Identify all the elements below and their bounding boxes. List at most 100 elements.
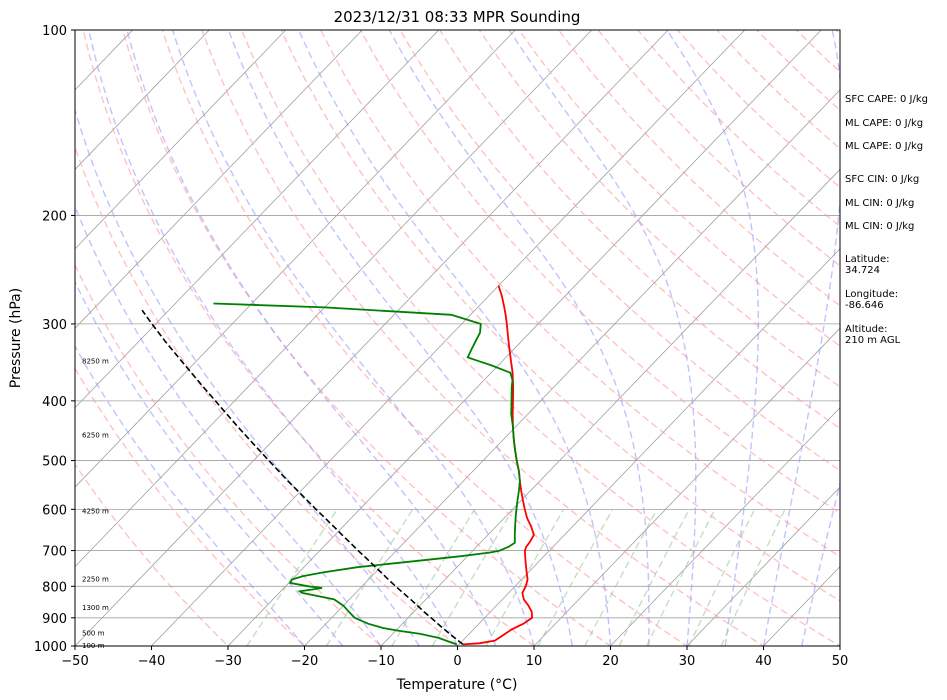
- moist-adiabat: [75, 107, 420, 646]
- isotherm-line: [75, 30, 592, 568]
- y-tick-label: 800: [42, 580, 67, 595]
- y-axis: 100 200 300 400 500 600 700 800 900 1000: [34, 24, 75, 655]
- stat-item: ML CAPE: 0 J/kg: [845, 141, 923, 152]
- stat-line: ML CAPE: 0 J/kg: [845, 118, 923, 129]
- x-tick-label: −20: [291, 654, 318, 669]
- x-tick-label: 10: [526, 654, 543, 669]
- x-axis-label: Temperature (°C): [396, 677, 518, 693]
- y-tick-label: 700: [42, 545, 67, 560]
- stat-line: Longitude:: [845, 289, 898, 300]
- x-tick-label: −30: [214, 654, 241, 669]
- dry-adiabat: [75, 145, 459, 646]
- dry-adiabat: [320, 30, 840, 558]
- y-tick-label: 600: [42, 503, 67, 518]
- mixing-ratio-line: [246, 508, 338, 646]
- x-axis: −50 −40 −30 −20 −10 0 10 20 30 40 50: [61, 646, 848, 669]
- mixing-ratio-line: [391, 508, 476, 646]
- moist-adiabat: [126, 30, 497, 646]
- isotherm-line: [227, 30, 822, 646]
- mixing-ratio-line: [618, 508, 690, 646]
- isotherm-line: [686, 486, 840, 646]
- stat-line: -86.646: [845, 300, 884, 311]
- dry-adiabat: [518, 30, 840, 347]
- height-label: 8250 m: [82, 357, 109, 365]
- moist-adiabat: [88, 30, 459, 646]
- mixing-ratio-line: [688, 508, 756, 646]
- height-label: 500 m: [82, 630, 105, 638]
- x-tick-label: −40: [138, 654, 165, 669]
- stat-item: ML CIN: 0 J/kg: [845, 198, 914, 209]
- stat-line: 210 m AGL: [845, 335, 901, 346]
- stat-line: Altitude:: [845, 324, 887, 335]
- height-label: 6250 m: [82, 431, 109, 439]
- height-label: 4250 m: [82, 508, 109, 516]
- data-series: [141, 285, 535, 646]
- isotherm-line: [380, 168, 840, 646]
- dry-adiabat: [161, 30, 689, 646]
- chart-title: 2023/12/31 08:33 MPR Sounding: [334, 8, 581, 26]
- stat-line: Latitude:: [845, 254, 890, 265]
- y-tick-label: 500: [42, 455, 67, 470]
- isotherm-line: [610, 407, 840, 646]
- x-tick-label: 0: [453, 654, 461, 669]
- dry-adiabat: [439, 30, 840, 430]
- stat-item: Altitude: 210 m AGL: [845, 324, 901, 346]
- stat-item: SFC CAPE: 0 J/kg: [845, 94, 928, 105]
- stat-line: ML CAPE: 0 J/kg: [845, 141, 923, 152]
- stat-line: ML CIN: 0 J/kg: [845, 221, 914, 232]
- isotherm-line: [75, 30, 439, 409]
- stat-item: SFC CIN: 0 J/kg: [845, 174, 919, 185]
- isotherm-line: [304, 89, 840, 646]
- mixing-ratio-line: [645, 508, 716, 646]
- height-label: 1300 m: [82, 604, 109, 612]
- stat-line: SFC CIN: 0 J/kg: [845, 174, 919, 185]
- x-tick-label: 20: [602, 654, 619, 669]
- mixing-ratio-line: [584, 508, 658, 646]
- moist-adiabat: [298, 30, 612, 646]
- dry-adiabat: [201, 30, 765, 646]
- dry-adiabat: [122, 30, 612, 646]
- moist-adiabat: [388, 30, 650, 646]
- moist-adiabat: [75, 204, 382, 646]
- background-lines: [75, 30, 840, 646]
- moist-adiabat: [801, 481, 840, 646]
- dry-adiabat: [280, 30, 840, 602]
- dry-adiabat: [240, 30, 840, 646]
- isotherm-line: [457, 248, 840, 646]
- mixing-ratio-line: [431, 508, 514, 646]
- stat-item: ML CIN: 0 J/kg: [845, 221, 914, 232]
- dewpoint-profile: [213, 302, 521, 646]
- isotherm-line: [75, 30, 669, 646]
- moist-adiabat: [762, 30, 840, 646]
- moist-adiabat: [75, 344, 306, 646]
- dry-adiabat: [478, 30, 840, 388]
- y-axis-label: Pressure (hPa): [8, 288, 24, 388]
- isotherm-line: [75, 30, 363, 329]
- stat-item: Longitude: -86.646: [845, 289, 898, 311]
- y-tick-label: 1000: [34, 640, 67, 655]
- x-tick-label: 30: [679, 654, 696, 669]
- isotherm-line: [75, 30, 286, 250]
- stat-item: ML CAPE: 0 J/kg: [845, 118, 923, 129]
- dry-adiabat: [558, 30, 840, 307]
- stats-panel: SFC CAPE: 0 J/kg ML CAPE: 0 J/kg ML CAPE: …: [845, 94, 928, 346]
- x-tick-label: 50: [832, 654, 849, 669]
- mixing-ratio-line: [325, 508, 414, 646]
- y-tick-label: 900: [42, 612, 67, 627]
- stat-line: 34.724: [845, 265, 880, 276]
- y-tick-label: 300: [42, 318, 67, 333]
- y-tick-label: 400: [42, 395, 67, 410]
- y-tick-label: 100: [42, 24, 67, 39]
- isotherm-line: [75, 30, 516, 488]
- mixing-ratio-line: [485, 508, 565, 646]
- x-tick-label: −10: [367, 654, 394, 669]
- dry-adiabat: [359, 30, 840, 514]
- mixing-ratio-line: [537, 508, 614, 646]
- height-label: 2250 m: [82, 576, 109, 584]
- parcel-profile: [141, 309, 464, 646]
- temperature-profile: [462, 285, 535, 646]
- y-tick-label: 200: [42, 209, 67, 224]
- stat-line: ML CIN: 0 J/kg: [845, 198, 914, 209]
